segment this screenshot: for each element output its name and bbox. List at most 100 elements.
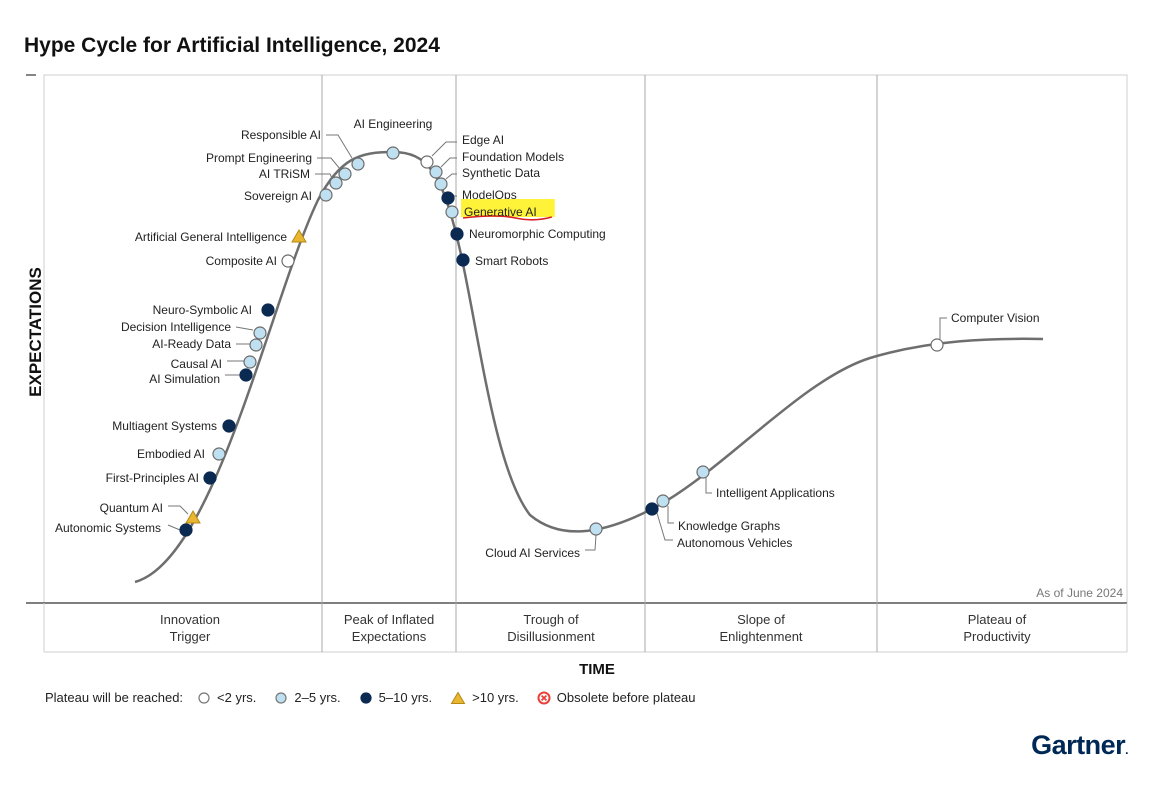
leader-line <box>705 477 712 494</box>
marker-circle <box>203 471 217 485</box>
marker-circle <box>253 326 267 340</box>
marker-circle <box>239 368 253 382</box>
chart-frame <box>26 74 1128 653</box>
technology-label: Neuromorphic Computing <box>469 227 606 241</box>
chart-title: Hype Cycle for Artificial Intelligence, … <box>24 34 440 57</box>
technology-label: Synthetic Data <box>462 166 540 180</box>
technology-label: AI Engineering <box>354 117 433 131</box>
legend-item-5to10: 5–10 yrs. <box>359 690 432 705</box>
leader-line <box>445 173 457 180</box>
technology-first-principles-ai: First-Principles AI <box>106 471 217 485</box>
legend-label: Obsolete before plateau <box>556 690 696 705</box>
technology-label: Decision Intelligence <box>121 320 231 334</box>
marker-triangle <box>185 510 201 524</box>
brand-name: Gartner <box>1031 730 1126 760</box>
technology-label: Foundation Models <box>462 150 564 164</box>
leader-line <box>656 512 673 541</box>
technology-label: AI TRiSM <box>259 167 310 181</box>
hype-curve <box>134 150 1044 584</box>
technology-ai-engineering: AI Engineering <box>354 117 433 160</box>
technology-knowledge-graphs: Knowledge Graphs <box>656 494 780 533</box>
technology-label: Prompt Engineering <box>206 151 312 165</box>
technology-smart-robots: Smart Robots <box>456 253 548 268</box>
phase-label-line1: Trough of <box>523 612 579 627</box>
leader-line <box>667 506 674 524</box>
technology-sovereign-ai: Sovereign AI <box>244 188 333 203</box>
hype-cycle-chart: Autonomic Systems Quantum AI First-Princip… <box>26 74 1128 678</box>
technology-generative-ai: Generative AI <box>445 199 555 221</box>
technology-label: Autonomous Vehicles <box>677 536 792 550</box>
curve-layer <box>134 150 1044 584</box>
legend-item-lt2: <2 yrs. <box>197 690 256 705</box>
phase-label-line2: Enlightenment <box>719 629 802 644</box>
technology-label: Cloud AI Services <box>485 546 580 560</box>
technology-label: Embodied AI <box>137 447 205 461</box>
marker-circle <box>589 522 603 536</box>
leader-line <box>440 157 457 168</box>
technology-label: Neuro-Symbolic AI <box>153 303 252 317</box>
legend-title: Plateau will be reached: <box>45 690 184 705</box>
marker-circle <box>445 205 459 219</box>
marker-circle <box>656 494 670 508</box>
phase-label-line1: Innovation <box>160 612 220 627</box>
legend-item-2to5: 2–5 yrs. <box>274 690 341 705</box>
technology-causal-ai: Causal AI <box>171 355 257 371</box>
phase-labels: Innovation Trigger Peak of Inflated Expecta… <box>160 612 1031 644</box>
legend-item-gt10: >10 yrs. <box>450 690 519 705</box>
technology-intelligent-applications: Intelligent Applications <box>696 465 835 500</box>
phase-label-line2: Disillusionment <box>507 629 595 644</box>
leader-line <box>235 326 254 331</box>
technology-ai-trism: AI TRiSM <box>259 167 343 190</box>
leader-line <box>167 524 181 531</box>
phase-label-line1: Slope of <box>737 612 785 627</box>
legend-label: >10 yrs. <box>472 690 519 705</box>
marker-circle <box>386 146 400 160</box>
technology-label: Smart Robots <box>475 254 548 268</box>
technology-decision-intelligence: Decision Intelligence <box>121 320 267 340</box>
technology-multiagent-systems: Multiagent Systems <box>112 419 236 433</box>
technology-label: Sovereign AI <box>244 189 312 203</box>
technology-neuro-symbolic-ai: Neuro-Symbolic AI <box>153 303 275 317</box>
marker-circle <box>434 177 448 191</box>
marker-circle <box>329 176 343 190</box>
technology-synthetic-data: Synthetic Data <box>434 166 540 191</box>
technology-cloud-ai-services: Cloud AI Services <box>485 522 603 560</box>
marker-circle <box>351 157 365 171</box>
legend-label: 5–10 yrs. <box>378 690 433 705</box>
marker-circle <box>179 523 193 537</box>
marker-circle <box>249 338 263 352</box>
marker-circle <box>696 465 710 479</box>
legend: Plateau will be reached: <2 yrs. 2–5 yrs… <box>45 690 708 705</box>
light-blue-circle-icon <box>275 691 288 704</box>
leader-line <box>939 317 947 339</box>
technology-responsible-ai: Responsible AI <box>241 128 365 171</box>
marker-circle <box>319 188 333 202</box>
legend-label: 2–5 yrs. <box>294 690 341 705</box>
marker-circle <box>456 253 470 267</box>
as-of-note: As of June 2024 <box>1036 586 1123 600</box>
technology-ai-ready-data: AI-Ready Data <box>152 337 263 352</box>
technology-label: Composite AI <box>206 254 277 268</box>
phase-label-line2: Expectations <box>352 629 427 644</box>
technology-prompt-engineering: Prompt Engineering <box>206 151 352 181</box>
technology-label: Quantum AI <box>100 501 163 515</box>
technology-edge-ai: Edge AI <box>420 133 504 169</box>
technology-label: Artificial General Intelligence <box>135 230 287 244</box>
technology-modelops: ModelOps <box>441 188 517 205</box>
marker-circle <box>261 303 275 317</box>
phase-label-line1: Peak of Inflated <box>344 612 434 627</box>
technology-quantum-ai: Quantum AI <box>100 501 201 524</box>
technology-label: Responsible AI <box>241 128 321 142</box>
brand-dot: . <box>1125 743 1128 757</box>
technology-embodied-ai: Embodied AI <box>137 447 226 461</box>
obsolete-x-icon <box>537 691 551 704</box>
technology-autonomic-systems: Autonomic Systems <box>55 521 193 537</box>
legend-label: <2 yrs. <box>217 690 257 705</box>
points-layer: Autonomic Systems Quantum AI First-Princip… <box>55 117 1040 560</box>
marker-circle <box>450 227 464 241</box>
highlight-box <box>461 199 555 217</box>
leader-line <box>585 534 597 551</box>
marker-circle <box>420 155 434 169</box>
technology-autonomous-vehicles: Autonomous Vehicles <box>645 502 792 550</box>
technology-label: AI Simulation <box>149 372 220 386</box>
